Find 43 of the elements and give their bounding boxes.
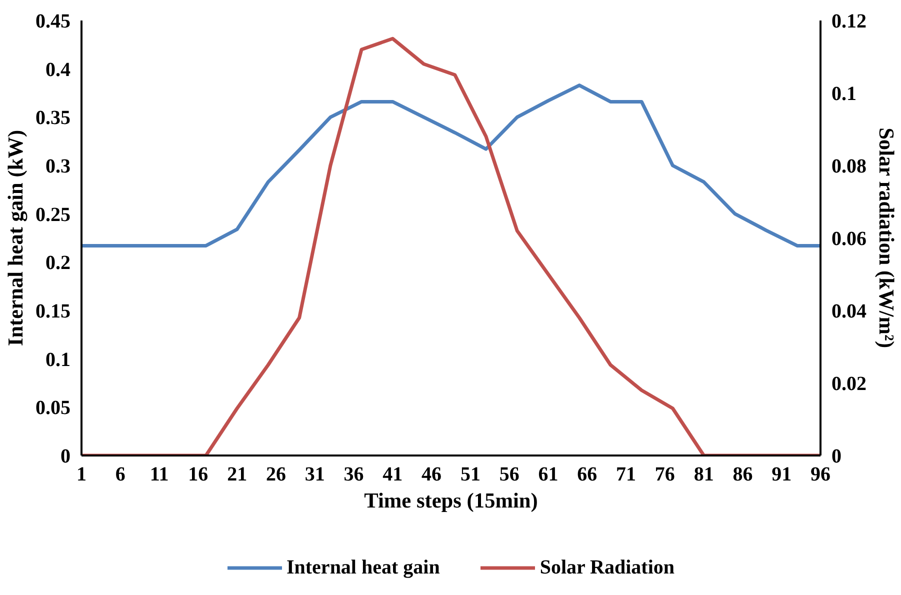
y2-axis-title: Solar radiation (kW/m²) [874, 128, 898, 348]
x-tick-label: 46 [422, 464, 442, 486]
line-series [82, 84, 820, 248]
x-tick-label: 56 [499, 464, 520, 486]
x-tick-label: 51 [460, 464, 480, 486]
x-tick-label: 76 [654, 464, 675, 486]
x-tick-label: 26 [266, 464, 286, 486]
y-tick-label: 0.2 [46, 252, 70, 274]
y-tick-label: 0 [60, 446, 70, 468]
y2-tick-label: 0.08 [832, 156, 866, 178]
y2-tick-label: 0.02 [832, 373, 866, 395]
y2-tick-label: 0.12 [832, 10, 866, 32]
x-tick-label: 81 [694, 464, 714, 486]
x-tick-label: 96 [810, 464, 830, 486]
y-axis-title: Internal heat gain (kW) [4, 130, 28, 346]
x-tick-label: 86 [732, 464, 753, 486]
x-tick-label: 21 [227, 464, 248, 486]
x-tick-label: 41 [382, 464, 403, 486]
y-tick-label: 0.25 [36, 204, 70, 226]
x-tick-label: 31 [304, 464, 325, 486]
x-axis-title: Time steps (15min) [364, 488, 538, 512]
x-tick-label: 6 [115, 464, 126, 486]
y2-tick-label: 0 [832, 446, 842, 468]
y-tick-label: 0.45 [36, 10, 70, 32]
y2-tick-label: 0.06 [832, 228, 866, 250]
y-tick-label: 0.15 [36, 300, 70, 322]
x-tick-label: 1 [76, 464, 86, 486]
x-tick-label: 36 [344, 464, 364, 486]
y2-tick-label: 0.04 [832, 300, 866, 322]
x-tick-label: 16 [188, 464, 208, 486]
legend-label: Internal heat gain [286, 556, 440, 579]
x-tick-label: 61 [538, 464, 558, 486]
x-tick-label: 71 [616, 464, 636, 486]
y2-tick-label: 0.1 [832, 83, 856, 105]
y-tick-label: 0.35 [36, 107, 70, 130]
x-tick-label: 11 [150, 464, 169, 486]
x-tick-label: 91 [772, 464, 792, 486]
x-tick-label: 66 [577, 464, 598, 486]
legend-label: Solar Radiation [540, 556, 675, 579]
y-tick-label: 0.3 [46, 156, 70, 178]
y-tick-label: 0.05 [36, 397, 70, 420]
y-tick-label: 0.1 [46, 348, 70, 371]
y-tick-label: 0.4 [46, 58, 70, 81]
